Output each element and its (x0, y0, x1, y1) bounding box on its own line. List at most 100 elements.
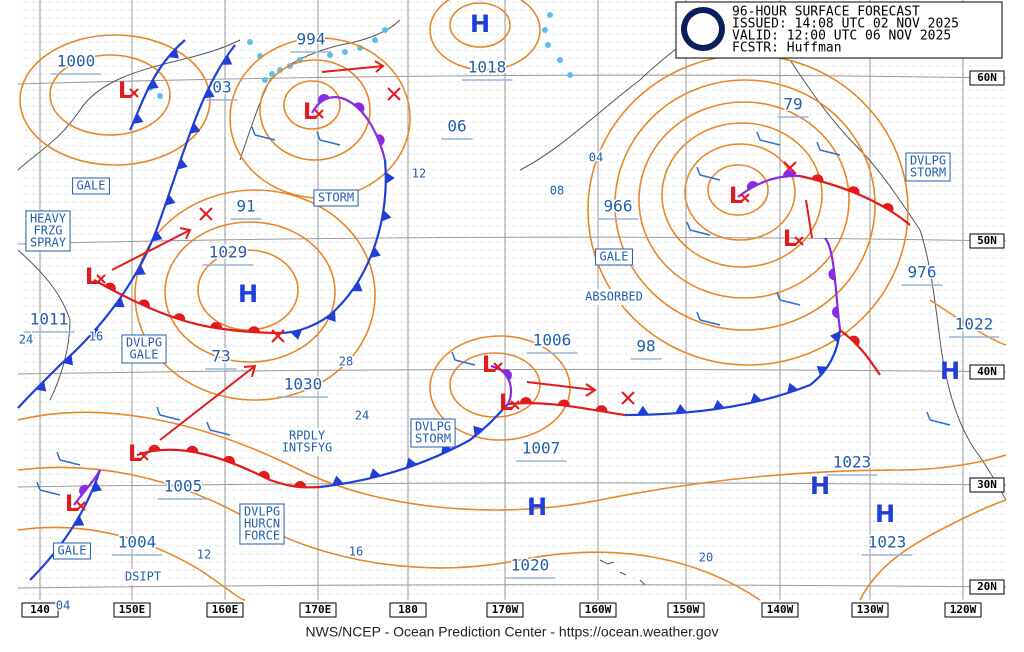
cold-front-symbol (325, 311, 336, 323)
annotation-box (410, 418, 456, 448)
cold-front-symbol (290, 329, 303, 340)
annotation-box (595, 248, 633, 266)
wind-barbs (36, 126, 951, 496)
high-center: H (810, 472, 830, 500)
low-center: L (482, 353, 496, 378)
isobar-label: 12 (412, 167, 426, 181)
cold-front-symbol (637, 405, 649, 415)
central-pressure: 03 (212, 78, 231, 97)
header-line: FCSTR: Huffman (732, 41, 842, 56)
central-pressure: 73 (211, 347, 230, 366)
annotation-box (313, 189, 359, 207)
cold-front-symbol (147, 78, 159, 90)
header-box (675, 1, 1003, 59)
cold-front-symbol (151, 230, 163, 242)
cold-front-symbol (134, 264, 146, 276)
cold-front-symbol (203, 87, 215, 99)
latitude-label: 20N (977, 580, 997, 593)
footer: NWS/NCEP - Ocean Prediction Center - htt… (306, 624, 719, 640)
annotation-line: FRZG (34, 224, 63, 238)
central-pressure: 1011 (30, 310, 69, 329)
warm-front-symbol (519, 397, 532, 404)
latitude-box (969, 364, 1005, 380)
low-center: L (499, 391, 513, 416)
annotation: GALE (595, 248, 633, 266)
cold-front-symbol (405, 457, 418, 469)
annotation: GALE (72, 177, 110, 195)
central-pressure: 1020 (511, 556, 550, 575)
latitude-label: 50N (977, 234, 997, 247)
cold-front-symbol (786, 382, 799, 394)
longitude-box (944, 602, 982, 618)
cold-front-symbol (168, 48, 179, 59)
warm-front-symbol (882, 203, 894, 213)
warm-front-symbol (354, 102, 365, 113)
central-pressure: 1018 (468, 58, 507, 77)
annotation-box (25, 210, 71, 252)
warm-front-symbol (832, 306, 839, 319)
cold-front-symbol (132, 112, 144, 125)
central-pressure: 1005 (164, 477, 203, 496)
longitude-label: 130W (857, 603, 884, 616)
low-position (794, 236, 804, 246)
longitude-box (21, 602, 59, 618)
annotation-box (905, 152, 951, 182)
cold-front-symbol (331, 475, 344, 486)
annotation-line: INTSFYG (282, 441, 333, 455)
central-pressure: 1030 (284, 375, 323, 394)
longitude-box (206, 602, 244, 618)
low-center: L (128, 442, 142, 467)
longitude-label: 170E (305, 603, 332, 616)
cold-front-symbol (351, 281, 363, 292)
longitude-label: 180 (398, 603, 418, 616)
warm-front-symbol (79, 484, 89, 496)
latitude-box (969, 579, 1005, 595)
warm-front-symbol (210, 322, 223, 329)
annotation-line: DVLPG (910, 154, 946, 168)
cold-front-symbol (177, 158, 188, 170)
cold-front-symbol (369, 468, 381, 479)
warm-front-symbol (557, 399, 570, 407)
central-pressure: 1004 (118, 533, 157, 552)
coastlines (17, 9, 1007, 586)
annotation-line: ABSORBED (585, 290, 643, 304)
header-line: ISSUED: 14:08 UTC 02 NOV 2025 (732, 17, 959, 32)
cold-front-symbol (221, 54, 233, 65)
central-pressure: 06 (447, 117, 466, 136)
warm-front-symbol (138, 299, 150, 308)
isobar-label: 08 (550, 184, 564, 198)
isobar-label: 20 (699, 551, 713, 565)
longitude-label: 160E (212, 603, 239, 616)
annotation-box (581, 289, 647, 305)
low-position (129, 88, 139, 98)
header-line: 96-HOUR SURFACE FORECAST (732, 5, 920, 20)
annotation: STORM (313, 189, 359, 207)
low-center: L (118, 79, 132, 104)
central-pressure: 1007 (522, 439, 561, 458)
cold-front-symbol (750, 393, 762, 404)
motion-arrows (111, 60, 813, 441)
annotation-line: HEAVY (30, 212, 67, 226)
annotation: GALE (53, 542, 91, 560)
annotation-line: RPDLY (289, 429, 326, 443)
central-pressure: 1023 (868, 533, 907, 552)
longitude-label: 140 (30, 603, 50, 616)
warm-front-symbol (258, 470, 270, 480)
annotation-box (120, 569, 166, 585)
latitude-box (969, 70, 1005, 86)
annotation-line: FORCE (244, 529, 280, 543)
central-pressure: 91 (236, 197, 255, 216)
annotation-box (121, 334, 167, 364)
warm-front-symbol (811, 174, 824, 182)
longitude-label: 160W (585, 603, 612, 616)
cold-front-symbol (35, 380, 47, 392)
central-pressure: 1006 (533, 331, 572, 350)
central-pressure: 966 (604, 197, 633, 216)
cold-front-symbol (816, 366, 828, 377)
cold-front-symbol (830, 331, 840, 344)
